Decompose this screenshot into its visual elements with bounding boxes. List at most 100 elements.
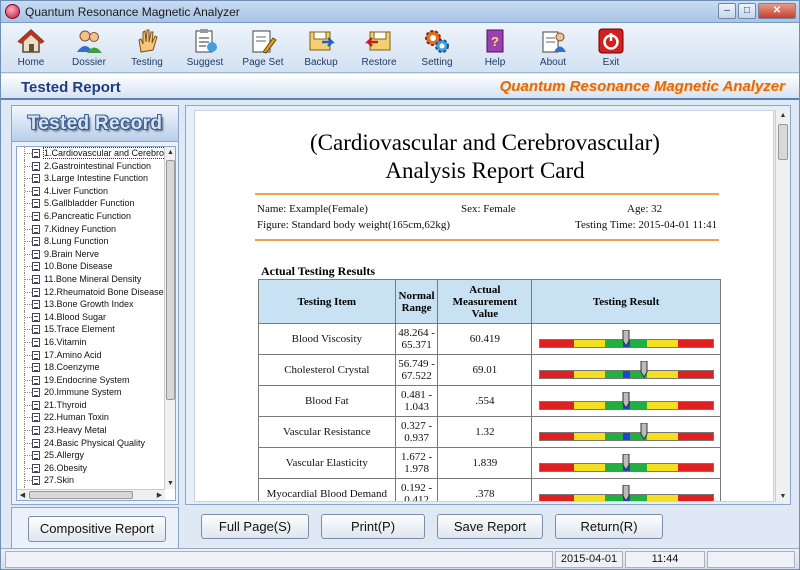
tree-line [25, 228, 32, 230]
scroll-left-arrow-icon[interactable]: ◀ [19, 492, 26, 499]
compositive-report-button[interactable]: Compositive Report [28, 516, 166, 542]
minimize-button[interactable]: – [718, 3, 736, 19]
tree-item[interactable]: 27.Skin [17, 474, 165, 488]
return-button[interactable]: Return(R) [555, 514, 663, 539]
scroll-right-arrow-icon[interactable]: ▶ [156, 492, 163, 499]
result-gauge [538, 392, 714, 410]
tree-item-label: 22.Human Toxin [44, 412, 109, 423]
print-button[interactable]: Print(P) [321, 514, 425, 539]
panel-header: Tested Record [12, 106, 178, 142]
toolbar-home-button[interactable]: Home [5, 23, 57, 73]
gauge-pointer-icon [622, 485, 630, 501]
title-bar[interactable]: Quantum Resonance Magnetic Analyzer – □ … [1, 1, 799, 23]
scroll-thumb[interactable] [778, 124, 788, 160]
gauge-pointer-icon [622, 330, 630, 347]
window-title: Quantum Resonance Magnetic Analyzer [25, 5, 240, 19]
tree-item-label: 5.Gallbladder Function [44, 198, 135, 209]
power-icon [596, 27, 626, 55]
tree-item[interactable]: 21.Thyroid [17, 398, 165, 412]
tree-line [24, 209, 25, 223]
tree-item[interactable]: 1.Cardiovascular and Cerebrov [17, 147, 165, 160]
toolbar-exit-button[interactable]: Exit [585, 23, 637, 73]
table-row: Blood Viscosity 48.264 - 65.371 60.419 [258, 323, 721, 355]
tree-line [25, 266, 32, 268]
toolbar-setting-button[interactable]: Setting [411, 23, 463, 73]
tree-item-label: 18.Coenzyme [44, 362, 100, 373]
tree-item[interactable]: 16.Vitamin [17, 335, 165, 349]
tree-line [24, 436, 25, 450]
scroll-down-arrow-icon[interactable]: ▼ [167, 480, 174, 487]
scroll-thumb[interactable] [166, 160, 175, 400]
scroll-thumb[interactable] [29, 491, 133, 499]
gauge-pointer-icon [622, 454, 630, 471]
close-button[interactable]: ✕ [758, 3, 796, 19]
tree-item[interactable]: 6.Pancreatic Function [17, 209, 165, 223]
tree-item[interactable]: 5.Gallbladder Function [17, 197, 165, 210]
tree-item-label: 28.Eye [44, 488, 72, 489]
toolbar-restore-button[interactable]: Restore [353, 23, 405, 73]
toolbar-help-button[interactable]: ? Help [469, 23, 521, 73]
save-report-button[interactable]: Save Report [437, 514, 543, 539]
tree-line [24, 172, 25, 185]
tree-item[interactable]: 17.Amino Acid [17, 348, 165, 362]
maximize-button[interactable]: □ [738, 3, 756, 19]
tree-item[interactable]: 7.Kidney Function [17, 222, 165, 236]
tree-item[interactable]: 11.Bone Mineral Density [17, 272, 165, 286]
tree-item[interactable]: 4.Liver Function [17, 184, 165, 198]
scroll-up-arrow-icon[interactable]: ▲ [167, 149, 174, 156]
tree-line [25, 392, 32, 394]
cell-item: Vascular Elasticity [258, 447, 396, 479]
tree-line [25, 165, 32, 167]
tree-item[interactable]: 10.Bone Disease [17, 260, 165, 273]
compositive-area: Compositive Report [11, 507, 179, 551]
cell-value: 69.01 [437, 354, 533, 386]
cell-range: 56.749 - 67.522 [394, 354, 439, 386]
tree-item[interactable]: 23.Heavy Metal [17, 424, 165, 437]
tree-item[interactable]: 3.Large Intestine Function [17, 172, 165, 185]
document-icon [32, 161, 40, 171]
tree-item[interactable]: 12.Rheumatoid Bone Disease [17, 285, 165, 299]
full-page-button[interactable]: Full Page(S) [201, 514, 309, 539]
tree-item[interactable]: 2.Gastrointestinal Function [17, 159, 165, 173]
tree-item[interactable]: 20.Immune System [17, 386, 165, 399]
tree-item[interactable]: 28.Eye [17, 487, 165, 489]
tree-item[interactable]: 15.Trace Element [17, 323, 165, 336]
document-icon [32, 325, 40, 335]
cell-value: 1.839 [437, 447, 533, 479]
scroll-up-arrow-icon[interactable]: ▲ [779, 112, 787, 119]
toolbar-testing-button[interactable]: Testing [121, 23, 173, 73]
tree-item[interactable]: 8.Lung Function [17, 235, 165, 248]
document-icon [32, 451, 40, 461]
report-title-line1: (Cardiovascular and Cerebrovascular) [310, 130, 660, 155]
tree-item[interactable]: 9.Brain Nerve [17, 247, 165, 261]
tree-item[interactable]: 22.Human Toxin [17, 411, 165, 425]
record-tree: 1.Cardiovascular and Cerebrov 2.Gastroint… [16, 146, 176, 501]
tree-item-label: 16.Vitamin [44, 336, 87, 347]
tree-item[interactable]: 19.Endocrine System [17, 373, 165, 387]
tree-item-label: 8.Lung Function [44, 236, 109, 247]
tree-line [25, 203, 32, 205]
tree-item[interactable]: 26.Obesity [17, 461, 165, 475]
document-icon [32, 363, 40, 373]
scroll-down-arrow-icon[interactable]: ▼ [779, 493, 787, 500]
toolbar-dossier-button[interactable]: Dossier [63, 23, 115, 73]
tree-item[interactable]: 13.Bone Growth Index [17, 298, 165, 311]
report-vertical-scrollbar[interactable]: ▲ ▼ [775, 110, 789, 502]
document-icon [32, 249, 40, 259]
toolbar-backup-button[interactable]: Backup [295, 23, 347, 73]
tree-item[interactable]: 25.Allergy [17, 449, 165, 462]
tree-horizontal-scrollbar[interactable]: ◀ ▶ [17, 489, 165, 500]
divider [255, 239, 719, 241]
toolbar-suggest-button[interactable]: Suggest [179, 23, 231, 73]
tree-item[interactable]: 24.Basic Physical Quality [17, 436, 165, 450]
result-gauge [538, 454, 714, 472]
document-icon [32, 262, 40, 272]
tree-line [25, 190, 32, 192]
tree-item[interactable]: 14.Blood Sugar [17, 310, 165, 324]
document-icon [32, 413, 40, 423]
toolbar-page-set-button[interactable]: Page Set [237, 23, 289, 73]
tree-item[interactable]: 18.Coenzyme [17, 361, 165, 374]
restore-icon [364, 27, 394, 55]
toolbar-about-button[interactable]: About [527, 23, 579, 73]
tree-vertical-scrollbar[interactable]: ▲ ▼ [164, 147, 175, 489]
